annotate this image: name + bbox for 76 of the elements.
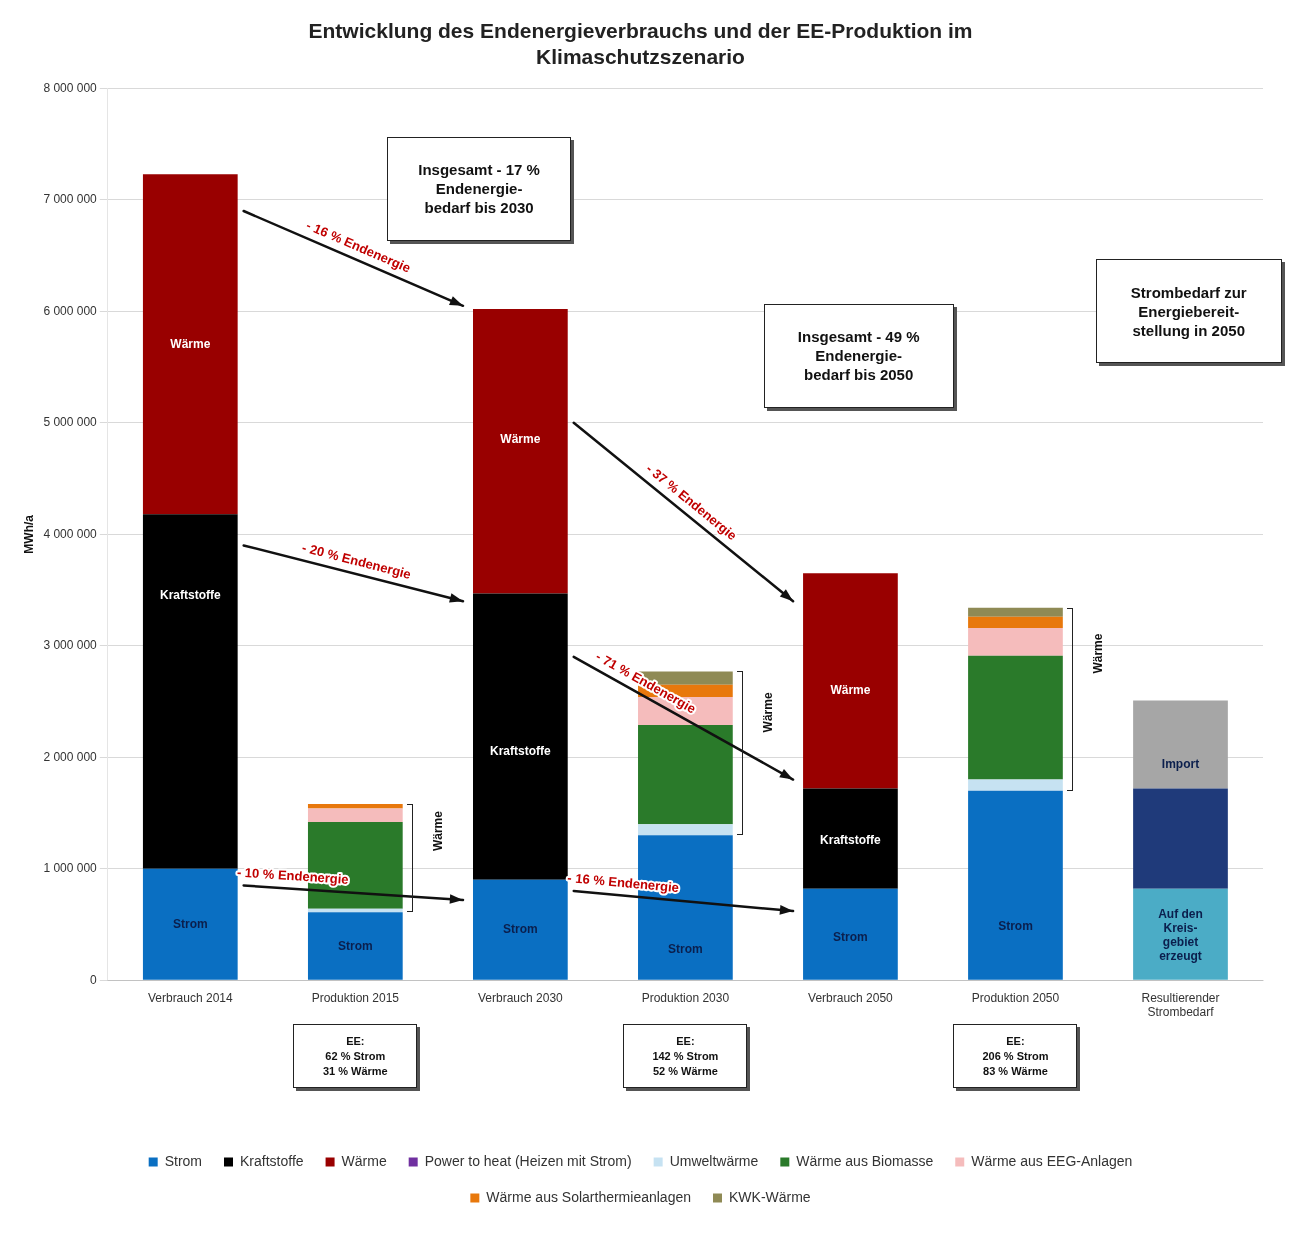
x-tick-label: Verbrauch 2050 [808, 990, 894, 1005]
bar [142, 868, 238, 980]
legend-label: Wärme aus Solarthermieanlagen [486, 1188, 691, 1205]
y-tick-label: 1 000 000 [43, 861, 98, 876]
y-tick-label: 2 000 000 [43, 749, 98, 764]
note-box: EE: 206 % Strom 83 % Wärme [953, 1024, 1078, 1089]
x-tick-label: Verbrauch 2030 [477, 990, 564, 1005]
bar [803, 788, 898, 889]
bar [307, 912, 403, 980]
y-axis-title: MWh/a [21, 514, 36, 554]
annotation: Strom [998, 919, 1033, 933]
bar [638, 724, 733, 825]
note-box: EE: 62 % Strom 31 % Wärme [293, 1024, 418, 1089]
note-box: EE: 142 % Strom 52 % Wärme [623, 1024, 748, 1089]
annotation: Wärme [431, 810, 446, 852]
legend-label: Wärme aus EEG-Anlagen [971, 1152, 1133, 1169]
x-tick-label: Produktion 2015 [311, 990, 400, 1005]
legend-label: Power to heat (Heizen mit Strom) [424, 1152, 632, 1169]
annotation: Wärme [830, 682, 871, 697]
bar [968, 790, 1063, 980]
annotation: Strom [172, 916, 208, 931]
bar [968, 607, 1063, 617]
legend-label: Wärme aus Biomasse [796, 1152, 934, 1169]
bar [142, 174, 238, 515]
note-box: Insgesamt - 49 % Endenergie- bedarf bis 2050 [763, 303, 954, 408]
bar [307, 808, 403, 822]
bar [142, 514, 238, 869]
annotation: Auf den Kreis- gebiet erzeugt [1158, 906, 1203, 963]
bar [803, 888, 898, 980]
y-tick-label: 4 000 000 [43, 526, 98, 541]
annotation: Kraftstoffe [159, 587, 221, 602]
bar [473, 879, 568, 980]
bar [968, 655, 1063, 780]
annotation: Wärme [1091, 633, 1106, 674]
legend-label: Kraftstoffe [240, 1152, 304, 1169]
annotation: Strom [337, 939, 373, 954]
x-tick-label: Verbrauch 2014 [147, 990, 233, 1005]
chart-title: Entwicklung des Endenergieverbrauchs und der EE-Produktion im Klimaschutzszenario [308, 19, 973, 68]
y-tick-label: 6 000 000 [43, 303, 98, 318]
bar [473, 593, 568, 880]
y-tick-label: 5 000 000 [43, 415, 98, 430]
y-tick-label: 8 000 000 [43, 80, 98, 95]
note-box: Insgesamt - 17 % Endenergie- bedarf bis 2030 [387, 136, 572, 241]
bar [1133, 788, 1228, 889]
bar [1133, 700, 1228, 789]
annotation: - 16 % Endenergie [566, 870, 680, 896]
bar [307, 804, 403, 809]
y-tick-label: 0 [90, 972, 98, 987]
annotation: - 10 % Endenergie [236, 864, 350, 887]
annotation: Kraftstoffe [490, 743, 552, 758]
y-tick-label: 7 000 000 [43, 192, 98, 207]
bar [968, 616, 1063, 628]
bar [968, 779, 1063, 791]
legend-label: Strom [164, 1152, 203, 1169]
annotation: Strom [833, 930, 868, 945]
x-tick-label: Resultierender Strombedarf [1141, 990, 1220, 1020]
bar [638, 824, 733, 836]
bar [968, 627, 1063, 656]
legend-label: Wärme [341, 1152, 387, 1169]
annotation: Kraftstoffe [820, 833, 882, 848]
note-box: Strombedarf zur Energiebereit- stellung in 2050 [1095, 259, 1282, 364]
annotation: Import [1161, 757, 1200, 772]
annotation: Wärme [761, 692, 776, 733]
annotation: Strom [668, 942, 703, 957]
annotation: Wärme [170, 337, 211, 352]
x-tick-label: Produktion 2050 [971, 990, 1060, 1005]
bar [803, 573, 898, 789]
bar [473, 309, 568, 594]
x-tick-label: Produktion 2030 [641, 990, 730, 1005]
bar [1133, 888, 1228, 980]
legend-label: KWK-Wärme [729, 1188, 811, 1205]
y-tick-label: 3 000 000 [43, 638, 98, 653]
annotation: Wärme [500, 431, 541, 446]
bar [307, 908, 403, 913]
legend-label: Umweltwärme [669, 1152, 759, 1169]
annotation: Strom [503, 922, 538, 937]
